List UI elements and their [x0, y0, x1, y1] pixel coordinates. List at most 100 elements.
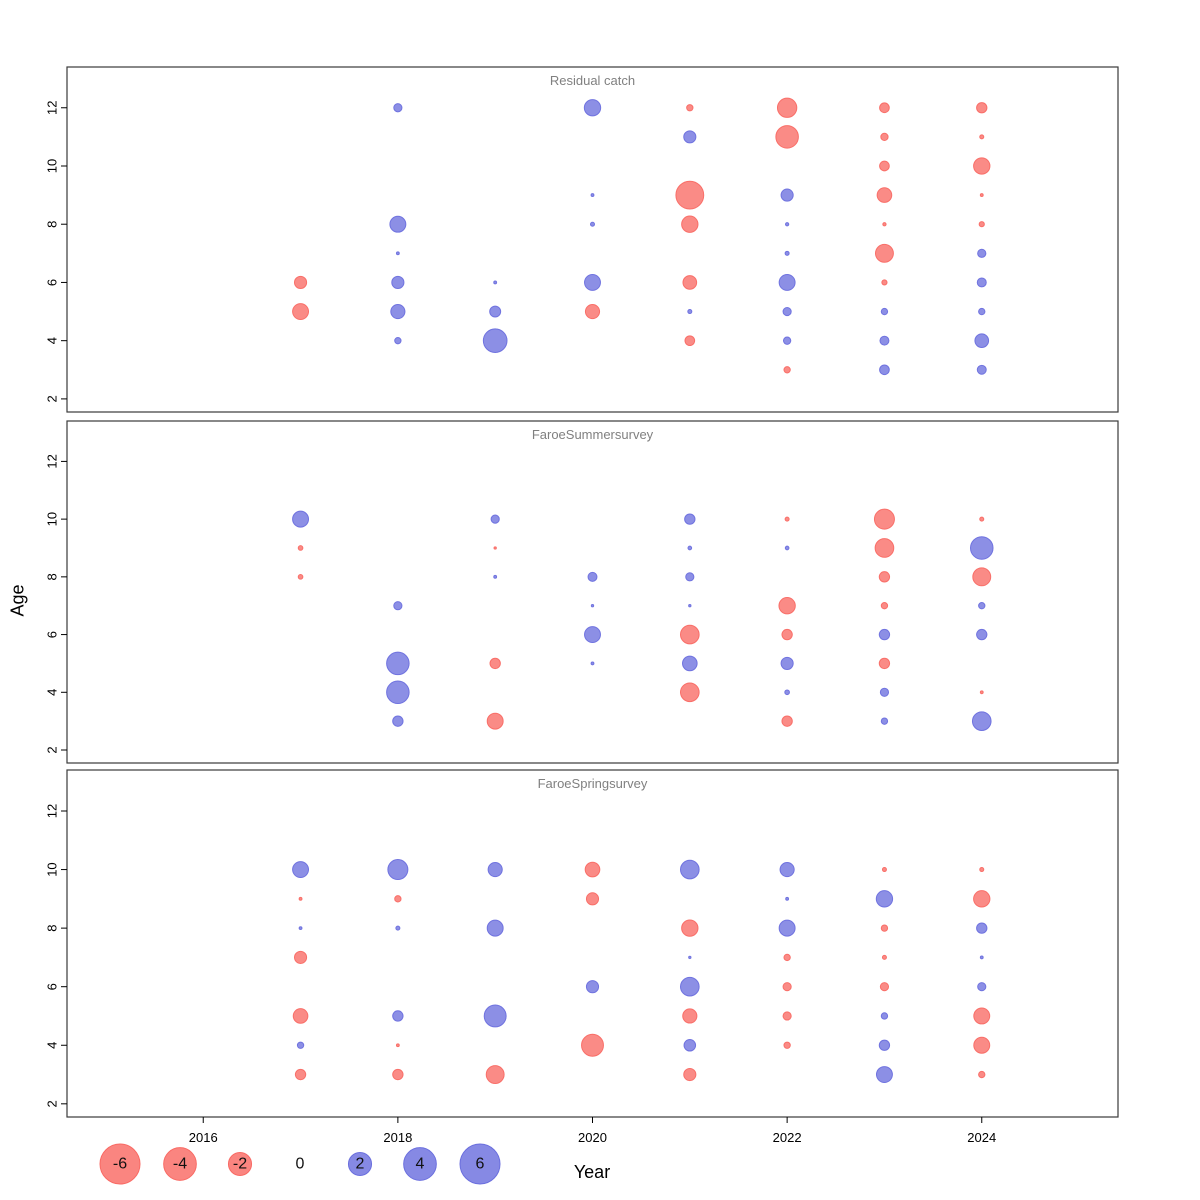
data-point — [973, 157, 991, 175]
data-point — [879, 160, 890, 172]
data-point — [391, 275, 405, 289]
data-point — [976, 628, 988, 641]
y-tick-label: 6 — [45, 983, 60, 990]
data-point — [880, 602, 889, 610]
data-point — [973, 1007, 991, 1025]
data-point — [583, 99, 602, 117]
data-point — [783, 366, 791, 374]
data-point — [687, 309, 693, 315]
data-point — [390, 303, 406, 320]
data-point — [978, 221, 985, 228]
data-point — [387, 859, 409, 881]
legend-label: -2 — [233, 1156, 247, 1173]
legend-label: -4 — [173, 1156, 187, 1173]
y-tick-label: 10 — [45, 512, 60, 526]
y-tick-label: 2 — [45, 395, 60, 402]
data-point — [294, 275, 308, 289]
y-tick-label: 8 — [45, 573, 60, 580]
data-point — [776, 97, 798, 118]
data-point — [973, 1036, 991, 1054]
data-point — [490, 514, 500, 524]
data-point — [784, 516, 790, 522]
data-point — [585, 980, 600, 994]
data-point — [395, 1043, 400, 1048]
data-point — [584, 303, 601, 320]
data-point — [880, 1012, 889, 1020]
x-tick-label: 2020 — [578, 1130, 607, 1145]
y-tick-label: 2 — [45, 1100, 60, 1107]
data-point — [979, 134, 985, 140]
y-tick-label: 2 — [45, 746, 60, 753]
panel-border — [66, 66, 1119, 413]
data-point — [584, 626, 601, 644]
legend-bubble — [99, 1143, 141, 1185]
data-point — [878, 1039, 891, 1051]
data-point — [876, 187, 893, 203]
data-point — [688, 604, 692, 608]
data-point — [675, 180, 705, 210]
data-point — [879, 102, 890, 114]
data-point — [584, 861, 601, 878]
data-point — [493, 546, 497, 550]
data-point — [292, 1008, 309, 1024]
y-tick-label: 8 — [45, 221, 60, 228]
legend-label: 0 — [296, 1156, 305, 1173]
data-point — [782, 982, 792, 992]
data-point — [386, 680, 410, 705]
x-tick-label: 2018 — [383, 1130, 412, 1145]
data-point — [781, 628, 793, 641]
panel-border — [66, 420, 1119, 764]
panel-title: FaroeSpringsurvey — [538, 776, 648, 791]
y-tick-label: 8 — [45, 925, 60, 932]
data-point — [485, 1065, 505, 1084]
y-tick-label: 12 — [45, 804, 60, 818]
data-point — [686, 104, 694, 112]
data-point — [780, 188, 794, 202]
data-point — [392, 1068, 404, 1081]
data-point — [493, 574, 498, 579]
x-tick-label: 2024 — [967, 1130, 996, 1145]
data-point — [682, 655, 698, 672]
data-point — [386, 651, 410, 676]
data-point — [882, 222, 887, 227]
data-point — [782, 336, 792, 345]
data-point — [683, 1067, 697, 1082]
data-point — [972, 567, 992, 587]
data-point — [783, 1041, 791, 1049]
data-point — [590, 193, 595, 198]
data-point — [978, 307, 986, 316]
data-point — [298, 926, 303, 931]
data-point — [873, 508, 895, 530]
data-point — [394, 895, 402, 903]
data-point — [294, 1068, 307, 1081]
legend-bubble — [403, 1147, 437, 1181]
data-point — [879, 364, 890, 376]
data-point — [389, 215, 407, 233]
y-tick-label: 4 — [45, 689, 60, 696]
data-point — [782, 1011, 792, 1021]
data-point — [681, 215, 699, 233]
panel-1: Residual catch 2 4 6 8 10 12 — [45, 66, 1119, 413]
data-point — [977, 248, 987, 258]
data-point — [880, 924, 889, 932]
x-axis-label: Year — [573, 1162, 611, 1182]
data-point — [976, 277, 987, 288]
data-point — [880, 307, 889, 316]
y-tick-label: 10 — [45, 159, 60, 173]
data-point — [976, 922, 988, 934]
data-point — [977, 982, 987, 992]
data-point — [881, 954, 887, 960]
data-point — [875, 890, 894, 908]
data-point — [875, 1066, 893, 1083]
legend-bubble — [459, 1143, 501, 1185]
data-point — [590, 221, 595, 227]
data-point — [680, 976, 700, 997]
data-point — [780, 656, 794, 670]
data-point — [292, 861, 310, 879]
data-point — [681, 919, 699, 937]
data-point — [978, 1070, 986, 1079]
data-point — [781, 715, 793, 727]
data-point — [878, 628, 891, 641]
data-point — [680, 859, 700, 880]
data-point — [395, 251, 400, 256]
